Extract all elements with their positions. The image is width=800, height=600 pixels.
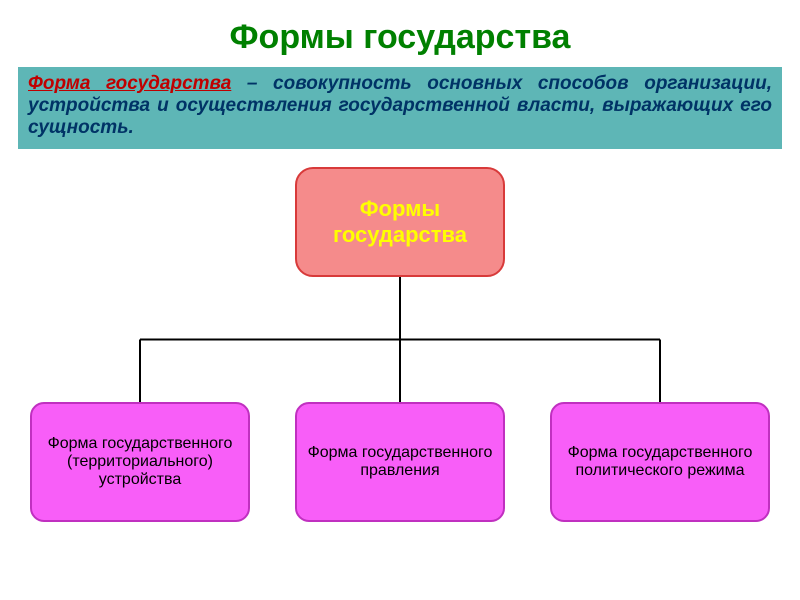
definition-term: Форма государства — [28, 73, 231, 94]
page-title: Формы государства — [0, 0, 800, 67]
root-node: Формы государства — [295, 167, 505, 277]
child-node: Форма государственного (территориального… — [30, 402, 250, 522]
root-node-label: Формы государства — [297, 196, 503, 248]
child-node: Форма государственного политического реж… — [550, 402, 770, 522]
child-node-label: Форма государственного правления — [305, 444, 495, 480]
definition-box: Форма государства – совокупность основны… — [18, 67, 782, 149]
child-node-label: Форма государственного (территориального… — [40, 435, 240, 489]
diagram-area: Формы государства Форма государственного… — [0, 167, 800, 547]
child-node: Форма государственного правления — [295, 402, 505, 522]
child-node-label: Форма государственного политического реж… — [560, 444, 760, 480]
